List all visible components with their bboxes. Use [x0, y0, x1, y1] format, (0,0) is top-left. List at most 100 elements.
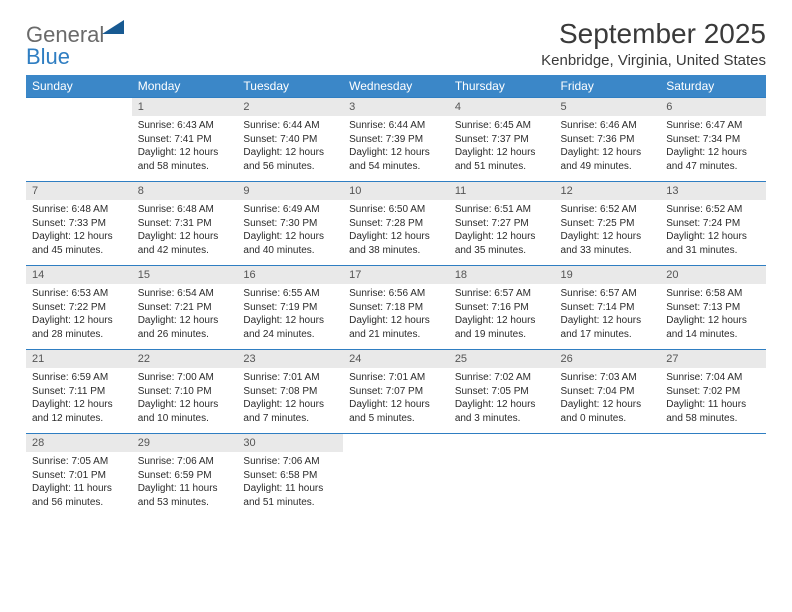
calendar-week-row: 21Sunrise: 6:59 AMSunset: 7:11 PMDayligh… [26, 349, 766, 433]
sunset-line: Sunset: 7:36 PM [561, 133, 655, 147]
daylight-line: Daylight: 11 hours and 53 minutes. [138, 482, 232, 509]
daylight-line: Daylight: 11 hours and 56 minutes. [32, 482, 126, 509]
calendar-day-cell: 2Sunrise: 6:44 AMSunset: 7:40 PMDaylight… [237, 97, 343, 181]
sunset-line: Sunset: 7:22 PM [32, 301, 126, 315]
weekday-header: Tuesday [237, 75, 343, 97]
daylight-line: Daylight: 12 hours and 49 minutes. [561, 146, 655, 173]
calendar-day-cell: 26Sunrise: 7:03 AMSunset: 7:04 PMDayligh… [555, 349, 661, 433]
calendar-day-cell: 29Sunrise: 7:06 AMSunset: 6:59 PMDayligh… [132, 433, 238, 517]
day-entry: Sunrise: 6:45 AMSunset: 7:37 PMDaylight:… [449, 116, 555, 181]
triangle-icon [102, 20, 124, 34]
day-number: 24 [343, 349, 449, 368]
weekday-header: Friday [555, 75, 661, 97]
day-entry: Sunrise: 7:03 AMSunset: 7:04 PMDaylight:… [555, 368, 661, 433]
daylight-line: Daylight: 12 hours and 47 minutes. [666, 146, 760, 173]
sunset-line: Sunset: 7:27 PM [455, 217, 549, 231]
sunrise-line: Sunrise: 7:01 AM [243, 371, 337, 385]
sunset-line: Sunset: 7:33 PM [32, 217, 126, 231]
daylight-line: Daylight: 12 hours and 14 minutes. [666, 314, 760, 341]
sunrise-line: Sunrise: 6:47 AM [666, 119, 760, 133]
calendar-day-cell [449, 433, 555, 517]
location-text: Kenbridge, Virginia, United States [541, 52, 766, 69]
daylight-line: Daylight: 12 hours and 12 minutes. [32, 398, 126, 425]
day-entry: Sunrise: 7:01 AMSunset: 7:07 PMDaylight:… [343, 368, 449, 433]
calendar-day-cell: 6Sunrise: 6:47 AMSunset: 7:34 PMDaylight… [660, 97, 766, 181]
day-entry: Sunrise: 6:59 AMSunset: 7:11 PMDaylight:… [26, 368, 132, 433]
calendar-day-cell: 16Sunrise: 6:55 AMSunset: 7:19 PMDayligh… [237, 265, 343, 349]
sunset-line: Sunset: 7:40 PM [243, 133, 337, 147]
daylight-line: Daylight: 12 hours and 33 minutes. [561, 230, 655, 257]
day-number: 26 [555, 349, 661, 368]
day-number: 4 [449, 97, 555, 116]
day-number: 28 [26, 433, 132, 452]
day-entry: Sunrise: 6:49 AMSunset: 7:30 PMDaylight:… [237, 200, 343, 265]
daylight-line: Daylight: 12 hours and 21 minutes. [349, 314, 443, 341]
calendar-day-cell: 21Sunrise: 6:59 AMSunset: 7:11 PMDayligh… [26, 349, 132, 433]
calendar-day-cell: 8Sunrise: 6:48 AMSunset: 7:31 PMDaylight… [132, 181, 238, 265]
brand-word-2: Blue [26, 44, 70, 69]
day-number: 22 [132, 349, 238, 368]
calendar-day-cell: 13Sunrise: 6:52 AMSunset: 7:24 PMDayligh… [660, 181, 766, 265]
day-entry: Sunrise: 6:54 AMSunset: 7:21 PMDaylight:… [132, 284, 238, 349]
daylight-line: Daylight: 12 hours and 45 minutes. [32, 230, 126, 257]
day-number: 15 [132, 265, 238, 284]
calendar-day-cell: 11Sunrise: 6:51 AMSunset: 7:27 PMDayligh… [449, 181, 555, 265]
sunrise-line: Sunrise: 7:06 AM [243, 455, 337, 469]
day-number: 13 [660, 181, 766, 200]
calendar-day-cell: 18Sunrise: 6:57 AMSunset: 7:16 PMDayligh… [449, 265, 555, 349]
day-entry: Sunrise: 6:52 AMSunset: 7:24 PMDaylight:… [660, 200, 766, 265]
sunrise-line: Sunrise: 6:58 AM [666, 287, 760, 301]
calendar-day-cell: 20Sunrise: 6:58 AMSunset: 7:13 PMDayligh… [660, 265, 766, 349]
day-number: 23 [237, 349, 343, 368]
sunset-line: Sunset: 7:25 PM [561, 217, 655, 231]
daylight-line: Daylight: 11 hours and 51 minutes. [243, 482, 337, 509]
sunrise-line: Sunrise: 6:46 AM [561, 119, 655, 133]
calendar-day-cell [555, 433, 661, 517]
sunset-line: Sunset: 7:07 PM [349, 385, 443, 399]
day-entry: Sunrise: 6:57 AMSunset: 7:16 PMDaylight:… [449, 284, 555, 349]
daylight-line: Daylight: 12 hours and 42 minutes. [138, 230, 232, 257]
daylight-line: Daylight: 12 hours and 19 minutes. [455, 314, 549, 341]
month-title: September 2025 [541, 18, 766, 50]
sunset-line: Sunset: 7:19 PM [243, 301, 337, 315]
daylight-line: Daylight: 12 hours and 10 minutes. [138, 398, 232, 425]
calendar-week-row: 7Sunrise: 6:48 AMSunset: 7:33 PMDaylight… [26, 181, 766, 265]
day-entry: Sunrise: 6:48 AMSunset: 7:33 PMDaylight:… [26, 200, 132, 265]
calendar-day-cell [660, 433, 766, 517]
day-number: 30 [237, 433, 343, 452]
day-entry: Sunrise: 6:48 AMSunset: 7:31 PMDaylight:… [132, 200, 238, 265]
calendar-day-cell: 25Sunrise: 7:02 AMSunset: 7:05 PMDayligh… [449, 349, 555, 433]
day-entry: Sunrise: 7:04 AMSunset: 7:02 PMDaylight:… [660, 368, 766, 433]
day-number [26, 97, 132, 115]
calendar-day-cell: 5Sunrise: 6:46 AMSunset: 7:36 PMDaylight… [555, 97, 661, 181]
daylight-line: Daylight: 12 hours and 51 minutes. [455, 146, 549, 173]
calendar-day-cell: 3Sunrise: 6:44 AMSunset: 7:39 PMDaylight… [343, 97, 449, 181]
sunrise-line: Sunrise: 6:44 AM [243, 119, 337, 133]
day-entry: Sunrise: 6:43 AMSunset: 7:41 PMDaylight:… [132, 116, 238, 181]
calendar-day-cell: 1Sunrise: 6:43 AMSunset: 7:41 PMDaylight… [132, 97, 238, 181]
day-number: 7 [26, 181, 132, 200]
sunrise-line: Sunrise: 6:48 AM [32, 203, 126, 217]
day-entry: Sunrise: 7:06 AMSunset: 6:59 PMDaylight:… [132, 452, 238, 517]
sunrise-line: Sunrise: 6:54 AM [138, 287, 232, 301]
daylight-line: Daylight: 12 hours and 24 minutes. [243, 314, 337, 341]
day-entry [26, 115, 132, 167]
day-number: 21 [26, 349, 132, 368]
calendar-day-cell: 15Sunrise: 6:54 AMSunset: 7:21 PMDayligh… [132, 265, 238, 349]
calendar-week-row: 14Sunrise: 6:53 AMSunset: 7:22 PMDayligh… [26, 265, 766, 349]
day-number: 9 [237, 181, 343, 200]
day-entry: Sunrise: 6:53 AMSunset: 7:22 PMDaylight:… [26, 284, 132, 349]
sunset-line: Sunset: 7:37 PM [455, 133, 549, 147]
calendar-day-cell: 4Sunrise: 6:45 AMSunset: 7:37 PMDaylight… [449, 97, 555, 181]
day-entry: Sunrise: 6:44 AMSunset: 7:40 PMDaylight:… [237, 116, 343, 181]
sunrise-line: Sunrise: 7:06 AM [138, 455, 232, 469]
day-entry: Sunrise: 7:06 AMSunset: 6:58 PMDaylight:… [237, 452, 343, 517]
weekday-header: Wednesday [343, 75, 449, 97]
sunset-line: Sunset: 6:59 PM [138, 469, 232, 483]
calendar-day-cell: 17Sunrise: 6:56 AMSunset: 7:18 PMDayligh… [343, 265, 449, 349]
calendar-day-cell: 30Sunrise: 7:06 AMSunset: 6:58 PMDayligh… [237, 433, 343, 517]
daylight-line: Daylight: 12 hours and 31 minutes. [666, 230, 760, 257]
sunset-line: Sunset: 7:01 PM [32, 469, 126, 483]
day-number: 10 [343, 181, 449, 200]
sunrise-line: Sunrise: 6:55 AM [243, 287, 337, 301]
